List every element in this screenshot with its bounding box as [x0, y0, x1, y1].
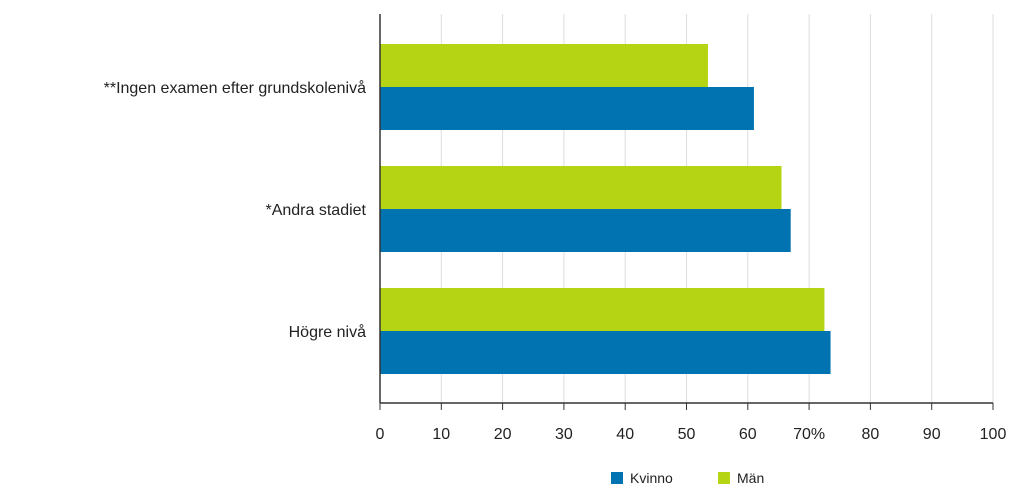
bars [380, 44, 831, 374]
bar [380, 166, 782, 209]
bar [380, 288, 825, 331]
x-tick-label: 80 [862, 426, 880, 443]
x-tick-label: 0 [376, 426, 385, 443]
x-tick-label: 30 [555, 426, 573, 443]
x-tick-label: 20 [494, 426, 512, 443]
legend-label-man: Män [737, 470, 764, 486]
legend-label-kvinno: Kvinno [630, 470, 673, 486]
x-tick-label: 70% [793, 426, 825, 443]
bar [380, 209, 791, 252]
legend: Kvinno Män [611, 470, 764, 486]
x-tick-label: 50 [678, 426, 696, 443]
x-tick-label: 40 [616, 426, 634, 443]
category-label: **Ingen examen efter grundskolenivå [104, 79, 366, 97]
bar [380, 331, 831, 374]
x-tick-label: 90 [923, 426, 941, 443]
x-tick-labels: 0 10 20 30 40 50 60 70% 80 90 100 [376, 403, 1007, 443]
legend-swatch-kvinno [611, 472, 623, 484]
bar [380, 87, 754, 130]
bar [380, 44, 708, 87]
legend-swatch-man [718, 472, 730, 484]
category-labels: **Ingen examen efter grundskolenivå *Andr… [104, 79, 367, 341]
category-label: *Andra stadiet [265, 202, 366, 219]
x-tick-label: 60 [739, 426, 757, 443]
x-tick-label: 100 [980, 426, 1007, 443]
x-tick-label: 10 [432, 426, 450, 443]
category-label: Högre nivå [289, 323, 366, 341]
